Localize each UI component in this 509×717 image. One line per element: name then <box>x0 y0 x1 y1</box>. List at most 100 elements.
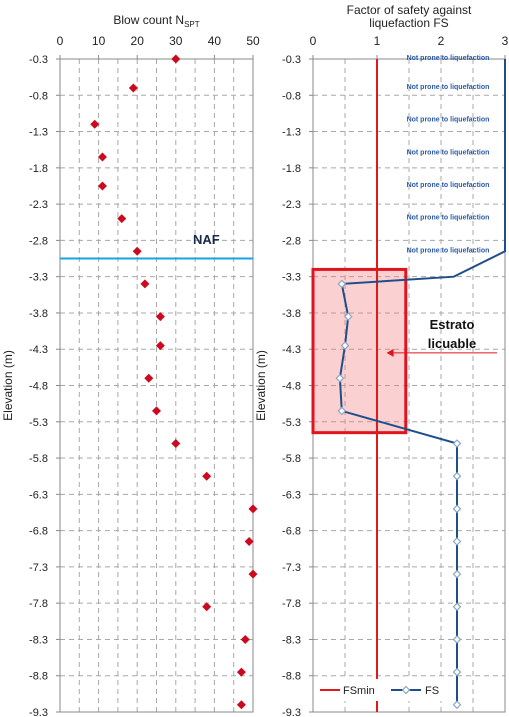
y-tick-label: -6.3 <box>282 489 301 501</box>
data-point-nspt <box>144 373 154 383</box>
y-tick-label: -6.8 <box>282 526 301 538</box>
data-point-fs <box>340 341 350 350</box>
y-tick-label: -1.8 <box>29 163 48 175</box>
y-tick-label: -3.8 <box>282 308 301 320</box>
x-tick-label: 10 <box>92 34 106 48</box>
data-point-nspt <box>236 667 246 677</box>
y-tick-label: -7.3 <box>282 562 301 574</box>
not-prone-label: Not prone to liquefaction <box>407 182 490 189</box>
data-point-nspt <box>155 312 165 322</box>
y-tick-label: -5.3 <box>282 417 301 429</box>
y-tick-label: -2.8 <box>282 235 301 247</box>
water-table-label: NAF <box>193 232 220 247</box>
not-prone-label: Not prone to liquefaction <box>407 117 490 124</box>
x-tick-label: 20 <box>131 34 145 48</box>
y-tick-label: -8.3 <box>29 634 48 646</box>
y-axis-label: Elevation (m) <box>254 350 268 421</box>
data-point-nspt <box>248 569 258 579</box>
y-tick-label: -6.3 <box>29 489 48 501</box>
x-tick-label: 50 <box>246 34 260 48</box>
y-tick-label: -4.8 <box>282 381 301 393</box>
y-tick-label: -0.3 <box>29 54 48 66</box>
not-prone-label: Not prone to liquefaction <box>407 149 490 156</box>
y-axis-label: Elevation (m) <box>1 350 15 421</box>
y-tick-label: -8.8 <box>29 671 48 683</box>
data-point-nspt <box>97 152 107 162</box>
x-tick-label: 30 <box>169 34 183 48</box>
data-point-nspt <box>244 536 254 546</box>
y-tick-label: -8.8 <box>282 671 301 683</box>
y-tick-label: -0.8 <box>282 90 301 102</box>
data-point-nspt <box>171 54 181 64</box>
y-tick-label: -4.3 <box>29 344 48 356</box>
data-point-fs <box>452 667 462 677</box>
plot-area-1: 0 10 20 30 40 50 -0.3 -0.8 -1.3 -1.8 -2.3 -2.8 -3.3 -… <box>1 13 260 717</box>
data-point-fs <box>452 700 462 710</box>
legend-label-fs: FS <box>425 685 439 697</box>
data-point-nspt <box>140 279 150 289</box>
y-tick-label: -1.8 <box>282 163 301 175</box>
data-point-nspt <box>97 181 107 191</box>
data-point-fs <box>452 504 462 514</box>
x-tick-label: 0 <box>310 34 317 48</box>
plot-area-2: 0 1 2 3 -0.3 -0.8 -1.3 -1.8 -2.3 -2.8 -3.3 -3.8 -4.3… <box>254 3 509 717</box>
y-tick-label: -1.3 <box>282 127 301 139</box>
data-point-nspt <box>236 700 246 710</box>
chart-title-blow-count: Blow count NSPT <box>113 13 199 29</box>
data-point-nspt <box>90 119 100 129</box>
chart-title-fs-line: Factor of safety against <box>347 3 472 17</box>
x-tick-label: 3 <box>502 34 509 48</box>
data-point-fs <box>335 373 345 383</box>
y-tick-label: -9.3 <box>29 707 48 717</box>
data-point-nspt <box>155 341 165 351</box>
x-tick-label: 40 <box>208 34 222 48</box>
y-tick-label: -4.8 <box>29 381 48 393</box>
estrato-label-line: licuable <box>428 336 476 351</box>
x-tick-label: 0 <box>57 34 64 48</box>
x-tick-label: 1 <box>374 34 381 48</box>
y-tick-label: -3.3 <box>29 272 48 284</box>
y-tick-label: -9.3 <box>282 707 301 717</box>
data-point-nspt <box>117 214 127 224</box>
annotation-arrow-head <box>386 348 394 357</box>
data-point-nspt <box>132 246 142 256</box>
data-point-fs <box>337 406 347 416</box>
y-tick-label: -8.3 <box>282 634 301 646</box>
estrato-label-line: Estrato <box>430 317 475 332</box>
y-tick-label: -7.8 <box>29 598 48 610</box>
y-tick-label: -6.8 <box>29 526 48 538</box>
chart-title-fs-line: liquefaction FS <box>369 16 448 30</box>
data-point-nspt <box>171 439 181 449</box>
y-tick-label: -1.3 <box>29 127 48 139</box>
data-point-fs <box>452 569 462 579</box>
legend-marker-fs <box>401 685 411 695</box>
not-prone-label: Not prone to liquefaction <box>407 55 490 62</box>
data-point-fs <box>452 602 462 612</box>
y-tick-label: -7.3 <box>29 562 48 574</box>
legend: FSmin FS <box>318 679 454 701</box>
data-point-fs <box>452 635 462 644</box>
y-tick-label: -4.3 <box>282 344 301 356</box>
data-point-fs <box>343 312 353 321</box>
legend-background <box>318 679 454 701</box>
data-point-fs <box>452 439 462 448</box>
y-tick-label: -5.3 <box>29 417 48 429</box>
data-point-nspt <box>152 406 161 416</box>
data-point-nspt <box>202 602 212 612</box>
data-point-nspt <box>248 504 258 514</box>
not-prone-label: Not prone to liquefaction <box>407 247 490 254</box>
y-tick-label: -2.8 <box>29 235 48 247</box>
y-tick-label: -0.3 <box>282 54 301 66</box>
data-point-fs <box>452 537 462 546</box>
not-prone-label: Not prone to liquefaction <box>407 84 490 91</box>
y-tick-label: -2.3 <box>29 199 48 211</box>
legend-label-fsmin: FSmin <box>343 685 375 697</box>
data-point-fs <box>337 279 347 289</box>
y-tick-label: -5.8 <box>282 453 301 465</box>
x-tick-label: 2 <box>438 34 445 48</box>
data-point-fs <box>452 471 462 481</box>
y-tick-label: -3.3 <box>282 272 301 284</box>
data-point-nspt <box>202 471 212 481</box>
y-tick-label: -3.8 <box>29 308 48 320</box>
